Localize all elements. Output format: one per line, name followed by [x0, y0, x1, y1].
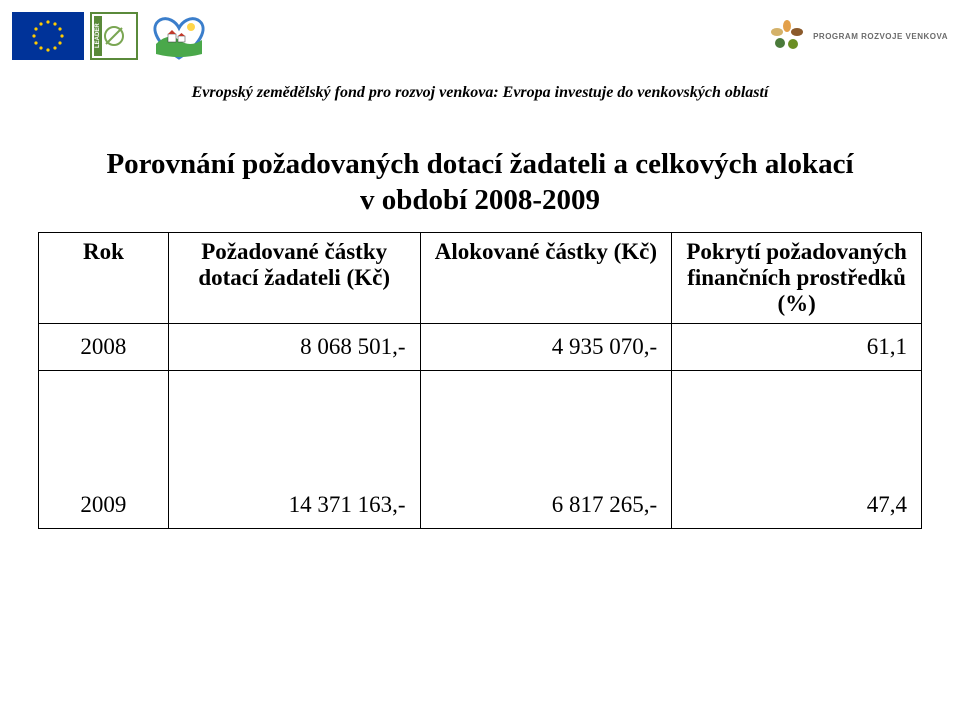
cell-requested: 14 371 163,- — [168, 371, 420, 529]
page-title: Porovnání požadovaných dotací žadateli a… — [0, 146, 960, 219]
title-line-1: Porovnání požadovaných dotací žadateli a… — [106, 148, 853, 180]
prv-program-label: PROGRAM ROZVOJE VENKOVA — [813, 32, 948, 41]
region-heart-icon — [144, 10, 214, 62]
leader-logo-icon: LEADER — [90, 12, 138, 60]
cell-allocated: 4 935 070,- — [420, 324, 672, 371]
cell-coverage: 61,1 — [672, 324, 922, 371]
col-header-allocated: Alokované částky (Kč) — [420, 233, 672, 324]
eu-flag-icon — [12, 12, 84, 60]
col-header-coverage: Pokrytí požadovaných finančních prostřed… — [672, 233, 922, 324]
cell-year: 2008 — [39, 324, 169, 371]
table-row: 2008 8 068 501,- 4 935 070,- 61,1 — [39, 324, 922, 371]
col-header-year: Rok — [39, 233, 169, 324]
header-logos-row: LEADER — [12, 6, 948, 66]
cell-allocated: 6 817 265,- — [420, 371, 672, 529]
title-line-2: v období 2008-2009 — [360, 184, 600, 216]
allocation-table: Rok Požadované částky dotací žadateli (K… — [38, 232, 922, 529]
cell-requested: 8 068 501,- — [168, 324, 420, 371]
col-header-requested: Požadované částky dotací žadateli (Kč) — [168, 233, 420, 324]
table-row: 2009 14 371 163,- 6 817 265,- 47,4 — [39, 371, 922, 529]
logos-left: LEADER — [12, 10, 214, 62]
prv-flower-icon — [769, 18, 805, 54]
table-header-row: Rok Požadované částky dotací žadateli (K… — [39, 233, 922, 324]
cell-year: 2009 — [39, 371, 169, 529]
cell-coverage: 47,4 — [672, 371, 922, 529]
logos-right: PROGRAM ROZVOJE VENKOVA — [769, 18, 948, 54]
leader-strip-label: LEADER — [94, 16, 102, 56]
subheader-text: Evropský zemědělský fond pro rozvoj venk… — [0, 84, 960, 102]
